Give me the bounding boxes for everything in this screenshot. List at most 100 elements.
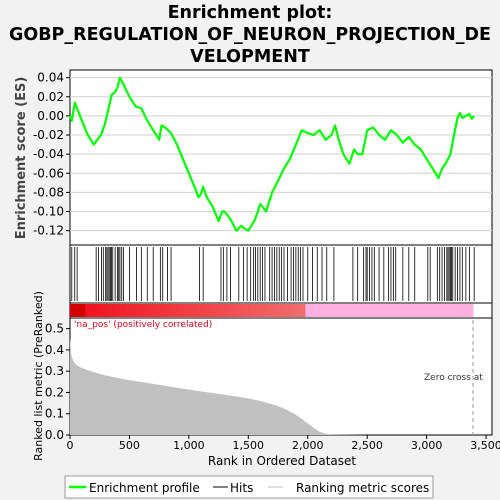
x-tick-label: 0 <box>67 439 74 452</box>
x-tick-label: 1,000 <box>173 439 205 452</box>
pos-label: 'na_pos' (positively correlated) <box>74 320 212 330</box>
colorbar-segment <box>318 304 320 317</box>
colorbar-segment <box>310 304 312 317</box>
legend-box <box>64 475 434 499</box>
colorbar-segment <box>226 304 229 317</box>
colorbar-segment <box>376 304 379 317</box>
colorbar-segment <box>319 304 322 317</box>
colorbar-segment <box>311 304 313 317</box>
colorbar-segment <box>192 304 194 317</box>
colorbar-segment <box>274 304 276 317</box>
colorbar-segment <box>210 304 212 317</box>
colorbar-segment <box>432 304 435 317</box>
colorbar-segment <box>380 304 382 317</box>
colorbar-segment <box>98 304 101 317</box>
es-tick-label: -0.02 <box>33 128 64 142</box>
colorbar-segment <box>470 304 473 317</box>
colorbar-segment <box>206 304 209 317</box>
colorbar-segment <box>351 304 354 317</box>
colorbar-segment <box>389 304 392 317</box>
colorbar-segment <box>175 304 178 317</box>
es-y-label: Enrichment score (ES) <box>14 77 29 240</box>
es-gridlines <box>70 77 492 232</box>
colorbar-segment <box>453 304 456 317</box>
colorbar-segment <box>286 304 288 317</box>
colorbar-segment <box>184 304 186 317</box>
legend-hits-label: Hits <box>230 481 253 495</box>
colorbar-segment <box>317 304 319 317</box>
x-tick-label: 500 <box>119 439 140 452</box>
colorbar-segment <box>301 304 304 317</box>
colorbar-segment <box>298 304 300 317</box>
colorbar-segment <box>355 304 357 317</box>
colorbar-segment <box>442 304 444 317</box>
colorbar-segment <box>73 304 76 317</box>
colorbar-segment <box>273 304 275 317</box>
colorbar-segment <box>306 304 309 317</box>
colorbar-segment <box>230 304 232 317</box>
colorbar-segment <box>459 304 462 317</box>
colorbar-segment <box>71 304 73 317</box>
colorbar-segment <box>172 304 174 317</box>
colorbar-segment <box>361 304 363 317</box>
title-line-3: VELOPMENT <box>190 47 310 67</box>
colorbar-segment <box>129 304 131 317</box>
colorbar-segment <box>162 304 165 317</box>
colorbar-segment <box>467 304 469 317</box>
colorbar-segment <box>200 304 203 317</box>
colorbar-segment <box>324 304 326 317</box>
es-tick-label: -0.12 <box>33 224 64 238</box>
colorbar-segment <box>437 304 439 317</box>
colorbar-segment <box>407 304 410 317</box>
colorbar-segment <box>345 304 348 317</box>
rank-y-label: Ranked list metric (PreRanked) <box>32 291 45 461</box>
colorbar-segment <box>283 304 286 317</box>
colorbar-segment <box>171 304 173 317</box>
colorbar-segment <box>421 304 424 317</box>
colorbar-segment <box>307 304 310 317</box>
colorbar-segment <box>222 304 224 317</box>
colorbar-segment <box>78 304 80 317</box>
colorbar-segment <box>256 304 259 317</box>
colorbar-segment <box>285 304 287 317</box>
colorbar-segment <box>302 304 305 317</box>
colorbar-segment <box>160 304 162 317</box>
x-tick-label: 3,000 <box>411 439 443 452</box>
rank-tick-label: 0.1 <box>45 407 64 421</box>
colorbar-segment <box>254 304 256 317</box>
colorbar-segment <box>288 304 291 317</box>
es-profile-line <box>68 76 476 232</box>
colorbar-segment <box>370 304 373 317</box>
colorbar-segment <box>197 304 199 317</box>
colorbar-segment <box>362 304 364 317</box>
colorbar-segment <box>135 304 137 317</box>
colorbar-segment <box>313 304 316 317</box>
colorbar-segment <box>220 304 223 317</box>
colorbar-segment <box>404 304 406 317</box>
colorbar-segment <box>99 304 102 317</box>
colorbar-segment <box>312 304 314 317</box>
colorbar-segment <box>191 304 193 317</box>
colorbar-segment <box>228 304 230 317</box>
colorbar-segment <box>140 304 142 317</box>
colorbar-segment <box>294 304 297 317</box>
colorbar-segment <box>360 304 362 317</box>
rank-tick-label: 0.0 <box>45 428 64 442</box>
colorbar-segment <box>443 304 445 317</box>
colorbar-segment <box>278 304 280 317</box>
colorbar-segment <box>125 304 128 317</box>
colorbar-segment <box>425 304 427 317</box>
colorbar-segment <box>112 304 115 317</box>
colorbar-segment <box>196 304 198 317</box>
colorbar-segment <box>304 304 306 317</box>
colorbar-segment <box>155 304 158 317</box>
colorbar-segment <box>300 304 303 317</box>
colorbar-segment <box>458 304 461 317</box>
colorbar-segment <box>130 304 133 317</box>
colorbar-segment <box>463 304 465 317</box>
colorbar-segment <box>419 304 421 317</box>
title-line-1: Enrichment plot: <box>167 3 333 23</box>
colorbar-segment <box>336 304 338 317</box>
colorbar-segment <box>156 304 159 317</box>
